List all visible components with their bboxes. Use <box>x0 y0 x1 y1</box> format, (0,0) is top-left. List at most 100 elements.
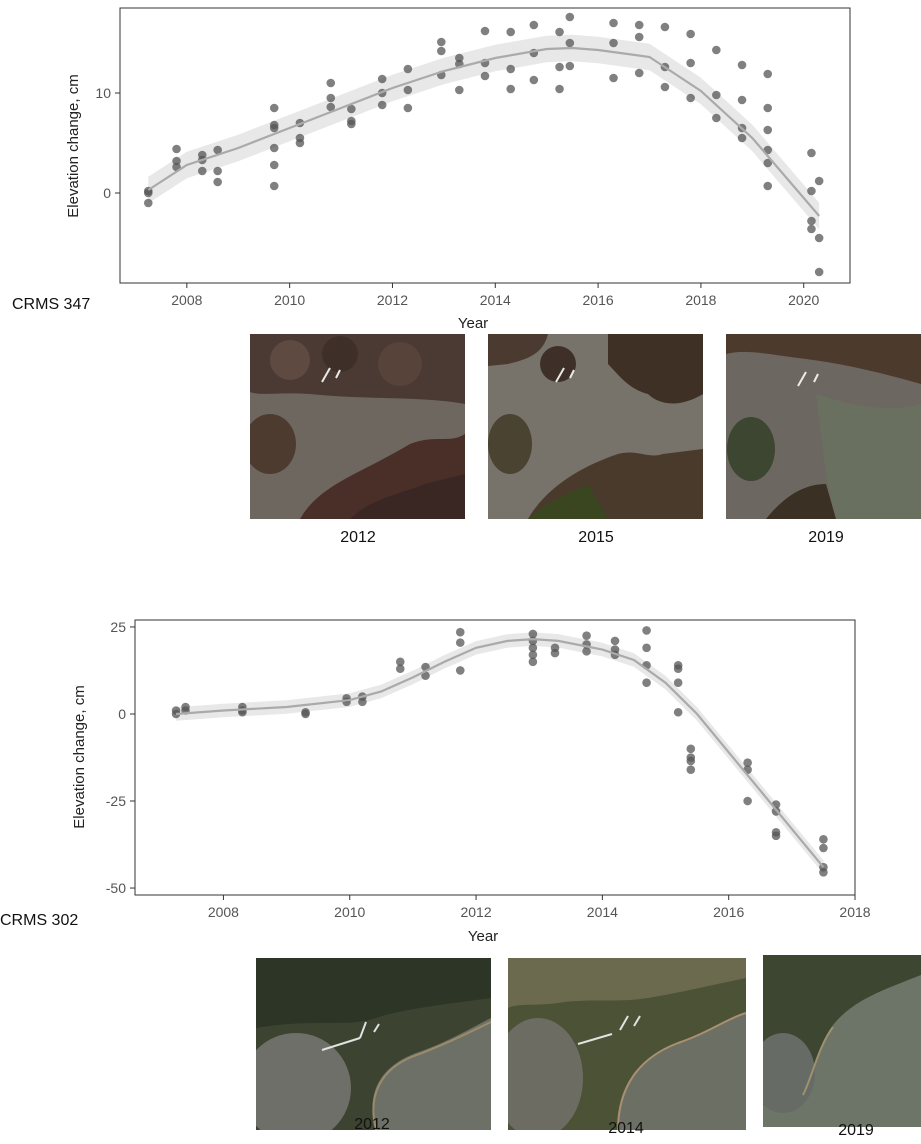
photo-caption-2012-b: 2012 <box>354 1116 390 1133</box>
data-point <box>737 95 747 105</box>
aerial-photo-2012 <box>250 334 465 519</box>
data-point <box>565 38 575 48</box>
data-point <box>642 643 651 653</box>
x-tick-label: 2008 <box>208 904 239 920</box>
data-point <box>634 68 644 78</box>
y-tick-label: 0 <box>118 706 126 722</box>
elevation-chart-crms-347: 2008 2010 2012 2014 2016 2018 2020 0 10 Year Eleva… <box>65 7 851 332</box>
data-point <box>660 82 670 92</box>
data-point <box>771 831 781 841</box>
elevation-chart-crms-302: 2008 2010 2012 2014 2016 2018 -50 -25 0 25 Year Ele… <box>71 619 871 945</box>
data-point <box>686 744 696 754</box>
x-tick-label: 2010 <box>334 904 365 920</box>
x-tick-label: 2012 <box>460 904 491 920</box>
data-point <box>528 650 538 660</box>
data-point <box>555 62 564 72</box>
data-point <box>807 224 816 234</box>
aerial-photo-2015 <box>488 334 703 519</box>
x-tick-label: 2012 <box>377 292 408 308</box>
data-point <box>347 119 356 129</box>
data-point <box>743 796 752 806</box>
data-point <box>213 145 222 155</box>
data-point <box>143 188 153 198</box>
data-point <box>269 143 279 153</box>
data-point <box>301 709 310 719</box>
data-point <box>377 100 387 110</box>
photo-caption-2014-b: 2014 <box>608 1120 644 1137</box>
x-tick-label: 2020 <box>788 292 819 308</box>
photo-caption-2015: 2015 <box>578 529 614 546</box>
data-point <box>455 627 465 637</box>
y-tick-label: -25 <box>106 793 126 809</box>
data-point <box>737 60 747 70</box>
data-point <box>807 216 816 226</box>
data-point <box>763 125 773 135</box>
x-tick-label: 2016 <box>583 292 614 308</box>
data-point <box>642 678 651 687</box>
data-point <box>565 61 575 71</box>
x-tick-label: 2018 <box>839 904 870 920</box>
data-point <box>326 93 336 103</box>
data-point <box>582 631 591 640</box>
data-point <box>529 75 539 85</box>
aerial-photo-2019-b <box>763 955 921 1127</box>
data-point <box>395 657 405 667</box>
confidence-band <box>176 632 824 874</box>
data-point <box>269 123 279 133</box>
data-point <box>437 46 446 56</box>
data-point <box>634 20 644 30</box>
data-point <box>326 78 336 88</box>
data-point <box>634 32 644 42</box>
x-axis-title: Year <box>458 315 488 332</box>
data-point <box>213 166 222 176</box>
data-point <box>197 166 207 176</box>
data-point <box>528 629 538 639</box>
data-point <box>814 233 824 243</box>
data-point <box>377 74 387 84</box>
data-point <box>506 84 516 94</box>
data-point <box>295 138 305 148</box>
data-point <box>454 85 464 95</box>
x-tick-label: 2010 <box>274 292 305 308</box>
aerial-photo-2014-b <box>508 958 746 1130</box>
y-tick-label: 10 <box>95 85 111 101</box>
data-point <box>506 64 516 74</box>
data-point <box>421 671 430 680</box>
station-label-crms-302: CRMS 302 <box>0 912 79 929</box>
x-tick-label: 2008 <box>171 292 202 308</box>
data-point <box>172 144 181 154</box>
data-point <box>269 103 279 113</box>
data-point <box>403 103 413 113</box>
station-label-crms-347: CRMS 347 <box>12 296 91 313</box>
data-point <box>550 648 560 658</box>
data-point <box>712 45 721 55</box>
data-point <box>555 27 564 37</box>
data-point <box>712 90 721 100</box>
x-tick-label: 2016 <box>713 904 744 920</box>
data-point <box>582 647 591 656</box>
y-tick-label: 0 <box>103 185 111 201</box>
data-point <box>395 664 405 674</box>
data-point <box>454 53 464 63</box>
data-point <box>814 176 824 186</box>
data-point <box>172 156 181 166</box>
x-axis-title: Year <box>468 928 498 945</box>
data-point <box>686 58 695 68</box>
y-tick-label: 25 <box>110 619 126 635</box>
data-point <box>565 12 575 22</box>
data-point <box>326 102 336 112</box>
data-point <box>673 664 683 674</box>
data-point <box>686 765 696 774</box>
data-point <box>763 69 773 79</box>
x-tick-label: 2014 <box>587 904 618 920</box>
data-point <box>480 26 490 36</box>
data-point <box>528 643 538 653</box>
plot-panel-border <box>134 619 856 896</box>
y-axis-title: Elevation change, cm <box>65 74 82 217</box>
data-point <box>528 657 538 667</box>
data-point <box>437 37 446 47</box>
data-point <box>807 186 816 196</box>
data-point <box>269 160 279 170</box>
data-point <box>763 181 773 191</box>
data-point <box>269 181 279 191</box>
